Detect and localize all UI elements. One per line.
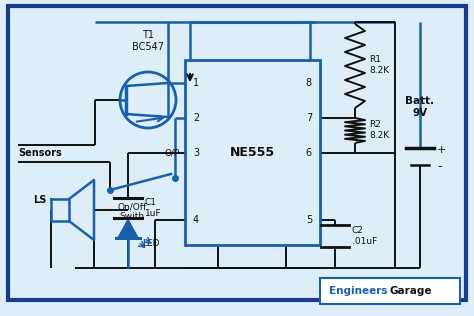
- Text: LED: LED: [142, 240, 159, 248]
- Text: 1: 1: [193, 78, 199, 88]
- Text: LS: LS: [34, 195, 47, 205]
- Text: 7: 7: [306, 113, 312, 123]
- Text: R1
8.2K: R1 8.2K: [369, 55, 389, 75]
- Text: 6: 6: [306, 148, 312, 158]
- Text: On/Off
Swith: On/Off Swith: [118, 202, 146, 222]
- Text: 2: 2: [193, 113, 199, 123]
- Text: T1
BC547: T1 BC547: [132, 30, 164, 52]
- Polygon shape: [118, 220, 138, 238]
- Text: 5: 5: [306, 215, 312, 225]
- Text: 8: 8: [306, 78, 312, 88]
- Bar: [320, 278, 460, 304]
- Text: Engineers: Engineers: [329, 286, 388, 296]
- Text: C1
1uF: C1 1uF: [145, 198, 162, 218]
- Text: C2
.01uF: C2 .01uF: [352, 226, 377, 246]
- Text: Sensors: Sensors: [18, 148, 62, 158]
- Text: +: +: [437, 145, 447, 155]
- Text: NE555: NE555: [230, 146, 275, 159]
- Text: Garage: Garage: [390, 286, 432, 296]
- Text: -: -: [437, 161, 441, 173]
- Text: 4: 4: [193, 215, 199, 225]
- Text: 3: 3: [193, 148, 199, 158]
- Text: Batt.
9V: Batt. 9V: [405, 96, 435, 118]
- Bar: [185, 60, 320, 245]
- Text: O/P: O/P: [164, 149, 180, 157]
- Text: R2
8.2K: R2 8.2K: [369, 120, 389, 140]
